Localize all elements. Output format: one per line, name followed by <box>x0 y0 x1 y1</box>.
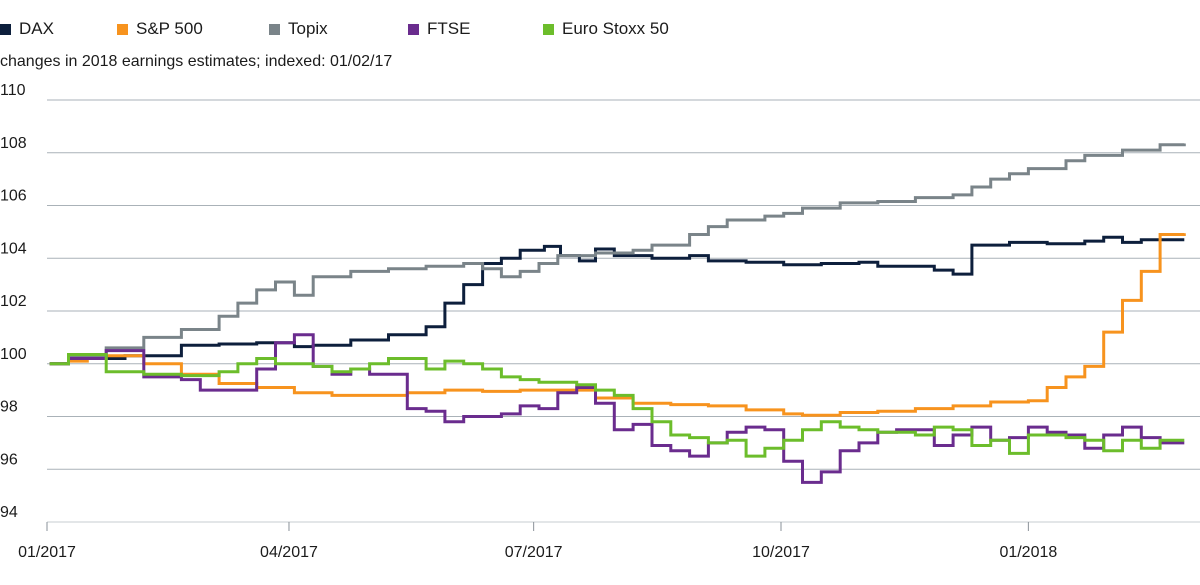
series-line-dax <box>49 235 1185 366</box>
legend-label-sp500: S&P 500 <box>136 19 203 38</box>
y-tick-label-96: 96 <box>0 451 18 468</box>
chart-subtitle: changes in 2018 earnings estimates; inde… <box>0 53 393 70</box>
y-tick-label-100: 100 <box>0 346 27 363</box>
y-tick-label-106: 106 <box>0 188 27 205</box>
x-tick-label-3: 10/2017 <box>752 544 810 561</box>
x-tick-label-1: 04/2017 <box>260 544 318 561</box>
series-line-euro-stoxx-50 <box>49 353 1185 458</box>
y-tick-label-98: 98 <box>0 399 18 416</box>
legend-label-topix: Topix <box>288 19 328 38</box>
series-line-topix <box>49 143 1186 366</box>
x-tick-label-4: 01/2018 <box>999 544 1057 561</box>
x-axis: 01/2017 04/2017 07/2017 10/2017 01/2018 <box>18 521 1200 561</box>
legend-swatch-dax <box>0 23 11 35</box>
y-tick-label-108: 108 <box>0 135 27 152</box>
series-line-s-p-500 <box>49 233 1186 417</box>
legend-label-euro-stoxx-50: Euro Stoxx 50 <box>562 19 669 38</box>
gridlines <box>47 99 1200 523</box>
chart-legend: DAX S&P 500 Topix FTSE Euro Stoxx 50 <box>0 18 669 40</box>
x-tick-label-0: 01/2017 <box>18 544 76 561</box>
y-tick-label-94: 94 <box>0 504 18 521</box>
legend-item-topix: Topix <box>269 19 408 39</box>
y-axis-ticks: 94 96 98 100 102 104 106 108 110 <box>0 82 27 521</box>
legend-label-dax: DAX <box>19 19 54 38</box>
y-tick-label-104: 104 <box>0 240 27 257</box>
legend-item-euro-stoxx-50: Euro Stoxx 50 <box>543 19 669 39</box>
y-tick-label-110: 110 <box>0 82 26 99</box>
legend-swatch-sp500 <box>117 23 128 35</box>
legend-swatch-euro-stoxx-50 <box>543 23 554 35</box>
series-lines <box>49 143 1186 484</box>
y-tick-label-102: 102 <box>0 293 27 310</box>
legend-item-dax: DAX <box>0 19 117 39</box>
legend-label-ftse: FTSE <box>427 19 471 38</box>
x-tick-label-2: 07/2017 <box>505 544 563 561</box>
legend-item-ftse: FTSE <box>408 19 543 39</box>
series-line-ftse <box>49 333 1185 484</box>
legend-swatch-ftse <box>408 23 419 35</box>
legend-swatch-topix <box>269 23 280 35</box>
legend-item-sp500: S&P 500 <box>117 19 269 39</box>
